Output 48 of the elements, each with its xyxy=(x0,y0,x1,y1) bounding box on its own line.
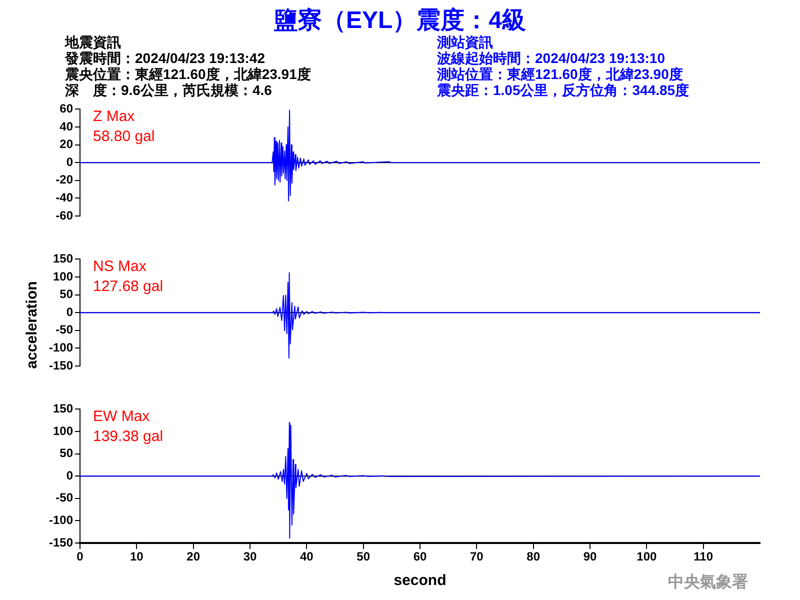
text: 震央位置：東經121.60度，北緯23.91度 xyxy=(65,66,311,82)
y-tick-label: 50 xyxy=(60,287,74,302)
y-tick-label: 0 xyxy=(66,304,74,319)
y-tick-label: 40 xyxy=(60,119,74,134)
x-axis-title: second xyxy=(394,572,446,589)
text: 中央氣象署 xyxy=(668,572,748,593)
x-tick-label: 60 xyxy=(413,550,427,564)
x-tick-label: 80 xyxy=(526,550,540,564)
y-tick-label: -150 xyxy=(48,358,74,372)
chart-title: 鹽寮（EYL）震度：4級 xyxy=(274,7,526,34)
y-tick-label: 100 xyxy=(52,424,74,438)
y-tick-label: -100 xyxy=(48,340,74,355)
y-tick-label: 100 xyxy=(52,269,74,284)
text: 測站資訊 xyxy=(437,34,494,50)
y-tick-label: 150 xyxy=(52,402,74,416)
y-tick-label: -40 xyxy=(56,190,74,205)
x-tick-label: 30 xyxy=(243,550,257,564)
y-tick-label: 150 xyxy=(52,252,74,266)
y-tick-label: 50 xyxy=(60,446,74,460)
y-tick-label: 0 xyxy=(66,154,74,169)
x-tick-label: 110 xyxy=(694,550,714,564)
text: 測站位置：東經121.60度，北緯23.90度 xyxy=(437,66,684,82)
y-tick-label: 60 xyxy=(60,102,74,116)
y-tick-label: -100 xyxy=(48,513,74,528)
x-tick-label: 20 xyxy=(186,550,200,564)
x-tick-label: 0 xyxy=(76,550,84,564)
x-tick-label: 90 xyxy=(583,550,597,564)
y-tick-label: -50 xyxy=(56,322,74,337)
x-tick-label: 70 xyxy=(470,550,484,564)
text: 波線起始時間：2024/04/23 19:13:10 xyxy=(437,50,666,66)
y-tick-label: -60 xyxy=(56,208,74,222)
y-axis-title: acceleration xyxy=(24,281,40,369)
text: 發震時間：2024/04/23 19:13:42 xyxy=(65,50,266,66)
y-tick-label: -50 xyxy=(56,490,74,505)
x-tick-label: 10 xyxy=(130,550,144,564)
x-tick-label: 40 xyxy=(300,550,314,564)
x-tick-label: 50 xyxy=(356,550,370,564)
y-tick-label: -150 xyxy=(48,535,74,550)
x-tick-label: 100 xyxy=(636,550,657,564)
annotation: NS Max 127.68 gal xyxy=(93,257,164,297)
y-tick-label: 20 xyxy=(60,137,74,152)
annotation: EW Max 139.38 gal xyxy=(93,407,164,447)
text: 深 度：9.6公里，芮氏規模：4.6 xyxy=(65,82,273,98)
text: 震央距：1.05公里，反方位角：344.85度 xyxy=(437,82,690,98)
annotation: Z Max 58.80 gal xyxy=(93,107,155,147)
y-tick-label: -20 xyxy=(56,172,74,187)
text: 地震資訊 xyxy=(65,34,122,50)
y-tick-label: 0 xyxy=(66,468,74,482)
